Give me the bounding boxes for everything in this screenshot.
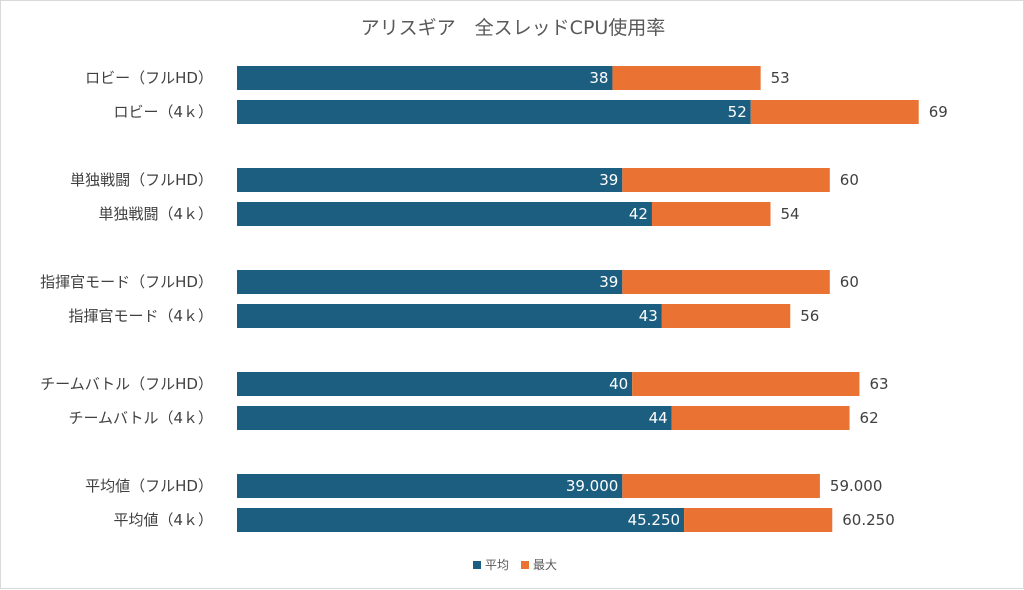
data-label-max: 69 [929,103,948,121]
data-label-max: 59.000 [830,477,883,495]
data-label-max: 60 [840,171,859,189]
bar-avg [237,202,652,226]
data-label-max: 62 [860,409,879,427]
category-label: ロビー（4ｋ） [113,103,213,121]
bar-max [622,270,830,294]
bar-avg [237,270,623,294]
bar-max [684,508,833,532]
data-label-avg: 39 [599,273,618,291]
data-label-max: 60.250 [842,511,895,529]
legend-label-max: 最大 [533,558,557,572]
category-label: 単独戦闘（フルHD） [70,171,213,189]
legend-swatch-avg [473,561,481,569]
bar-max [622,168,830,192]
category-label: 平均値（フルHD） [85,477,213,495]
bar-max [632,372,860,396]
bar-max [661,304,791,328]
data-label-avg: 52 [728,103,747,121]
bar-avg [237,474,623,498]
bar-max [622,474,820,498]
category-label: 平均値（4ｋ） [113,511,213,529]
data-label-max: 56 [800,307,819,325]
bar-avg [237,304,662,328]
data-label-max: 54 [781,205,800,223]
legend-label-avg: 平均 [485,558,509,572]
bar-avg [237,66,613,90]
bar-avg [237,406,672,430]
bar-max [612,66,761,90]
bar-avg [237,100,751,124]
bars-layer: ロビー（フルHD） 38 53 ロビー（4ｋ） 52 69 単独戦闘（フルHD） 39 60 単独… [40,66,948,532]
data-label-avg: 39 [599,171,618,189]
data-label-avg: 38 [589,69,608,87]
bar-avg [237,372,633,396]
data-label-avg: 44 [649,409,668,427]
category-label: ロビー（フルHD） [85,69,213,87]
data-label-avg: 43 [639,307,658,325]
category-label: 単独戦闘（4ｋ） [98,205,213,223]
category-label: 指揮官モード（フルHD） [40,273,213,291]
category-label: チームバトル（4ｋ） [68,409,213,427]
data-label-avg: 45.250 [628,511,681,529]
bar-max [750,100,919,124]
bar-avg [237,168,623,192]
chart-title: アリスギア 全スレッドCPU使用率 [361,17,666,39]
legend-swatch-max [521,561,529,569]
legend: 平均 最大 [473,558,557,572]
data-label-max: 60 [840,273,859,291]
bar-max [651,202,771,226]
data-label-avg: 42 [629,205,648,223]
data-label-max: 63 [869,375,888,393]
data-label-avg: 40 [609,375,628,393]
data-label-max: 53 [771,69,790,87]
bar-max [671,406,850,430]
category-label: 指揮官モード（4ｋ） [68,307,213,325]
category-label: チームバトル（フルHD） [40,375,213,393]
bar-avg [237,508,685,532]
data-label-avg: 39.000 [566,477,619,495]
